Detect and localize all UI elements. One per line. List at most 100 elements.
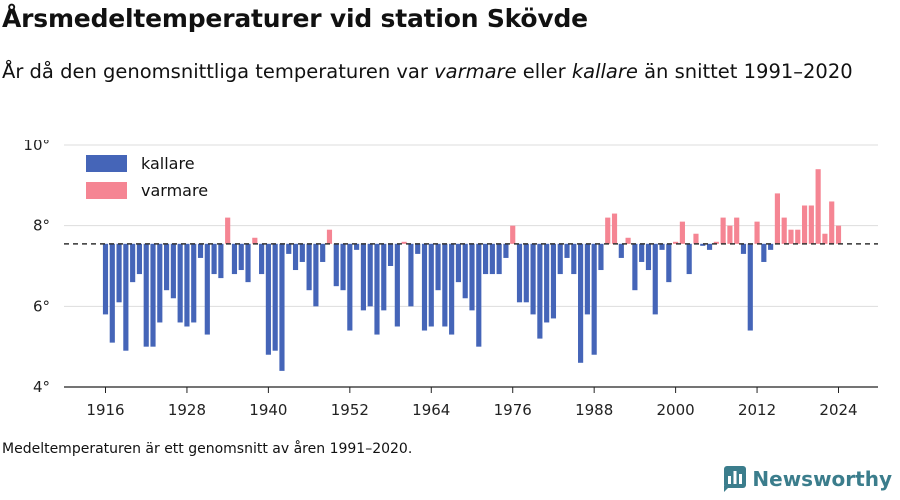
bar-colder — [354, 243, 360, 250]
bar-colder — [659, 243, 665, 250]
temperature-bar-chart: 4° 6° 8° 10° 1916 1928 1940 1952 1964 1976 1988 20… — [23, 140, 878, 419]
bar-colder — [231, 243, 238, 275]
bar-colder — [238, 243, 244, 271]
bar-colder — [503, 243, 509, 258]
y-tick-label: 8° — [33, 217, 50, 235]
bar-colder — [184, 243, 190, 327]
bar-warmer — [510, 225, 516, 244]
bar-colder — [218, 243, 224, 279]
x-tick-label: 2000 — [657, 401, 695, 419]
x-tick-label: 1928 — [168, 401, 206, 419]
y-tick-label: 6° — [33, 297, 50, 315]
x-tick-label: 1916 — [86, 401, 124, 419]
bar-colder — [489, 243, 495, 275]
bar-colder — [123, 243, 129, 351]
bar-colder — [598, 243, 604, 271]
chart-subtitle: År då den genomsnittliga temperaturen va… — [2, 56, 882, 88]
bar-warmer — [808, 205, 814, 244]
bar-colder — [150, 243, 156, 347]
legend-label: varmare — [141, 181, 208, 200]
bar-warmer — [673, 241, 679, 244]
bar-colder — [381, 243, 387, 311]
bar-warmer — [611, 213, 618, 244]
bar-colder — [652, 243, 658, 315]
chart-title: Årsmedeltemperaturer vid station Skövde — [2, 4, 588, 33]
bar-colder — [259, 243, 265, 275]
bar-colder — [469, 243, 475, 311]
bar-colder — [584, 243, 590, 315]
bar-warmer — [801, 205, 808, 244]
bar-colder — [550, 243, 557, 319]
subtitle-mid: eller — [516, 60, 572, 83]
bar-colder — [666, 243, 672, 283]
bar-colder — [768, 243, 774, 250]
bar-colder — [686, 243, 692, 275]
bar-warmer — [679, 221, 685, 244]
bar-colder — [374, 243, 380, 335]
x-tick-label: 2012 — [738, 401, 776, 419]
x-tick-label: 1952 — [331, 401, 369, 419]
bar-colder — [591, 243, 597, 355]
bar-colder — [516, 243, 523, 303]
bar-colder — [286, 243, 292, 254]
bar-colder — [564, 243, 570, 258]
bar-warmer — [754, 221, 760, 244]
bar-colder — [292, 243, 299, 271]
brand-name: Newsworthy — [752, 467, 892, 491]
bar-colder — [421, 243, 428, 331]
bar-colder — [116, 243, 122, 303]
y-tick-label: 4° — [33, 378, 50, 396]
subtitle-warm-word: varmare — [434, 60, 517, 83]
bar-colder — [102, 243, 109, 315]
bar-colder — [387, 243, 394, 266]
bar-colder — [130, 243, 136, 283]
bar-colder — [761, 243, 767, 262]
bar-colder — [435, 243, 441, 291]
bar-colder — [170, 243, 176, 299]
bar-colder — [700, 243, 706, 246]
bar-colder — [360, 243, 366, 311]
bar-warmer — [822, 233, 828, 244]
bar-colder — [408, 243, 414, 307]
bar-colder — [320, 243, 326, 262]
bar-colder — [333, 243, 339, 287]
bar-colder — [706, 243, 713, 250]
bar-colder — [740, 243, 747, 254]
bar-colder — [442, 243, 448, 327]
bar-warmer — [625, 237, 631, 244]
bar-colder — [245, 243, 251, 283]
bar-warmer — [774, 193, 780, 244]
bar-warmer — [720, 217, 726, 244]
bar-colder — [347, 243, 353, 331]
bar-colder — [299, 243, 305, 262]
bar-colder — [571, 243, 577, 275]
bar-colder — [394, 243, 400, 327]
bar-colder — [367, 243, 373, 307]
bar-warmer — [693, 233, 699, 244]
bar-warmer — [795, 229, 801, 244]
legend-swatch — [86, 155, 127, 172]
bar-colder — [530, 243, 536, 315]
bar-warmer — [781, 217, 787, 244]
bar-warmer — [727, 225, 733, 244]
bar-colder — [449, 243, 455, 335]
subtitle-cold-word: kallare — [571, 60, 638, 83]
bar-colder — [279, 243, 285, 371]
x-tick-label: 2024 — [819, 401, 857, 419]
bar-colder — [618, 243, 624, 258]
bar-warmer — [829, 201, 835, 244]
bar-colder — [143, 243, 149, 347]
bar-chart-logo-icon — [724, 466, 747, 492]
bar-colder — [639, 243, 645, 262]
bar-colder — [204, 243, 210, 335]
bar-warmer — [788, 229, 794, 244]
bar-warmer — [252, 237, 258, 244]
bar-colder — [496, 243, 502, 275]
bar-colder — [462, 243, 468, 299]
bar-warmer — [713, 241, 719, 244]
bar-colder — [272, 243, 278, 351]
bar-colder — [455, 243, 462, 283]
bar-colder — [265, 243, 271, 355]
bar-warmer — [835, 225, 842, 244]
bar-warmer — [225, 217, 231, 244]
